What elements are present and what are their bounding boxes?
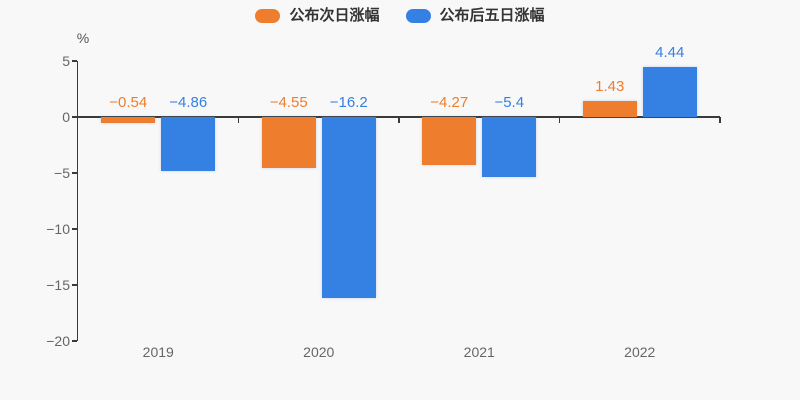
bar-2022-series-1[interactable] [582, 100, 637, 117]
y-axis-tick-label: −15 [46, 277, 70, 293]
y-axis-tick-label: 5 [62, 53, 70, 69]
legend-item-series-1[interactable]: 公布次日涨幅 [255, 7, 380, 24]
x-axis-category-label: 2021 [463, 344, 495, 360]
y-axis-tick [71, 340, 77, 342]
x-axis-category-label: 2020 [303, 344, 335, 360]
bar-2022-series-2[interactable] [642, 67, 697, 117]
legend-item-series-2[interactable]: 公布后五日涨幅 [405, 7, 545, 24]
y-axis-tick [71, 172, 77, 174]
bar-value-label: −5.4 [494, 94, 525, 111]
x-axis-tick [558, 117, 561, 123]
bar-2019-series-2[interactable] [161, 117, 216, 172]
bar-value-label: 1.43 [595, 77, 625, 95]
y-axis-unit-label: % [76, 30, 90, 46]
bar-2020-series-2[interactable] [321, 117, 376, 299]
y-axis-tick [71, 116, 77, 118]
bar-value-label: 4.44 [655, 44, 685, 62]
y-axis-line [76, 61, 78, 341]
chart-legend: 公布次日涨幅 公布后五日涨幅 [0, 7, 800, 24]
y-axis-tick-label: 0 [62, 109, 70, 125]
bar-value-label: −0.54 [109, 94, 148, 111]
bar-value-label: −4.55 [269, 94, 308, 111]
legend-item-label: 公布后五日涨幅 [439, 7, 545, 24]
bar-2021-series-1[interactable] [422, 117, 477, 165]
y-axis-tick [71, 60, 77, 62]
y-axis-tick [71, 228, 77, 230]
bar-value-label: −16.2 [329, 94, 368, 111]
bar-value-label: −4.86 [169, 94, 208, 111]
bar-2019-series-1[interactable] [101, 117, 156, 124]
x-axis-tick [398, 117, 400, 123]
y-axis-tick-label: −5 [54, 165, 70, 181]
x-axis-tick [719, 117, 721, 123]
bar-2020-series-1[interactable] [261, 117, 316, 168]
legend-item-label: 公布次日涨幅 [289, 7, 380, 24]
bar-2021-series-2[interactable] [482, 117, 537, 178]
legend-swatch-icon [255, 8, 281, 23]
x-axis-category-label: 2022 [624, 344, 656, 360]
legend-swatch-icon [405, 8, 431, 23]
y-axis-tick-label: −20 [46, 333, 70, 349]
x-axis-tick [237, 117, 240, 123]
y-axis-tick [71, 284, 77, 286]
x-axis-category-label: 2019 [142, 344, 174, 360]
bar-value-label: −4.27 [430, 94, 469, 111]
y-axis-tick-label: −10 [46, 221, 70, 237]
